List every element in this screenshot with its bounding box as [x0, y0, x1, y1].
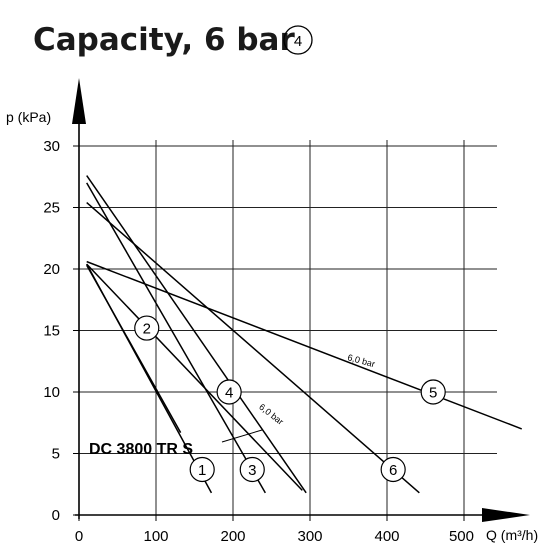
- series-line-3: [86, 182, 266, 494]
- y-tick-label: 15: [43, 323, 60, 340]
- series-line-4: [86, 175, 307, 494]
- series-marker-label-1: 1: [198, 462, 206, 479]
- series-line-5: [86, 260, 523, 430]
- y-tick-label: 25: [43, 200, 60, 217]
- series-line-2: [86, 263, 303, 491]
- y-tick-label: 10: [43, 384, 60, 401]
- series-marker-label-4: 4: [225, 385, 233, 402]
- x-axis-arrow-icon: [482, 508, 530, 522]
- model-curve-line: [86, 264, 182, 433]
- x-tick-label: 500: [449, 528, 474, 545]
- series-line-6: [86, 202, 420, 494]
- axes: [72, 78, 530, 522]
- y-axis-arrow-icon: [72, 78, 86, 124]
- y-tick-label: 0: [52, 507, 60, 524]
- pressure-annotation: 6,0 bar: [257, 402, 285, 427]
- title-marker-label: 4: [294, 33, 302, 50]
- series-marker-circle-2: [134, 315, 160, 341]
- x-axis-label: Q (m³/h): [486, 527, 538, 543]
- model-annotation: DC 3800 TR S: [89, 429, 263, 458]
- series-marker-circle-6: [380, 456, 406, 483]
- series-marker-circle-3: [239, 456, 265, 483]
- series-lines: [86, 175, 523, 494]
- y-tick-labels: 0 5 10 15 20 25 30: [43, 138, 79, 524]
- y-tick-label: 30: [43, 138, 60, 155]
- chart-title: Capacity, 6 bar: [33, 22, 295, 58]
- chart-title-group: Capacity, 6 bar 4: [33, 22, 313, 58]
- y-tick-label: 20: [43, 261, 60, 278]
- x-tick-label: 300: [297, 528, 322, 545]
- x-tick-label: 0: [75, 528, 83, 545]
- series-marker-circle-4: [216, 379, 242, 405]
- series-marker-label-3: 3: [248, 462, 256, 479]
- series-marker-circle-1: [189, 456, 215, 483]
- x-tick-label: 400: [374, 528, 399, 545]
- series-marker-label-6: 6: [389, 462, 397, 479]
- x-tick-label: 200: [220, 528, 245, 545]
- y-axis-label: p (kPa): [6, 109, 51, 125]
- model-leader-line: [221, 429, 263, 443]
- x-tick-labels: 0 100 200 300 400 500: [75, 515, 474, 545]
- title-marker-circle: [283, 25, 313, 55]
- series-marker-label-2: 2: [143, 321, 151, 338]
- series-markers: 1 2 3 4 5 6: [134, 315, 446, 483]
- series-marker-label-5: 5: [429, 385, 437, 402]
- x-tick-label: 100: [143, 528, 168, 545]
- model-label: DC 3800 TR S: [89, 441, 193, 458]
- series-marker-circle-5: [420, 379, 446, 405]
- y-tick-label: 5: [52, 446, 60, 463]
